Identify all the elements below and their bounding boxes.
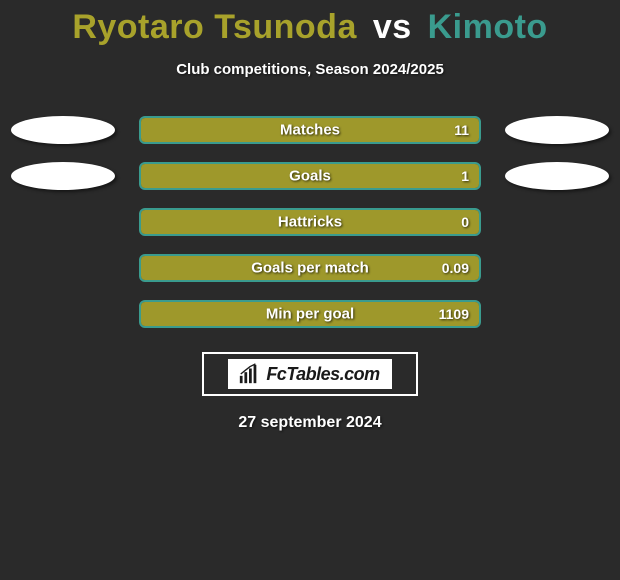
stat-label: Goals per match	[251, 260, 369, 277]
brand-inner: FcTables.com	[228, 359, 391, 389]
stat-bar: Goals 1	[139, 162, 481, 190]
comparison-title: Ryotaro Tsunoda vs Kimoto	[0, 8, 620, 47]
stat-bar: Min per goal 1109	[139, 300, 481, 328]
chart-icon	[238, 363, 260, 385]
stat-label: Min per goal	[266, 306, 354, 323]
stat-value: 0	[461, 214, 469, 230]
stat-row: Goals 1	[0, 162, 620, 190]
player1-name: Ryotaro Tsunoda	[72, 8, 357, 46]
stats-list: Matches 11 Goals 1 Hattricks 0 Goals per match…	[0, 116, 620, 328]
left-ellipse	[11, 162, 115, 190]
brand-text: FcTables.com	[264, 364, 381, 385]
stat-value: 1109	[439, 306, 469, 322]
stat-row: Matches 11	[0, 116, 620, 144]
subtitle: Club competitions, Season 2024/2025	[0, 61, 620, 78]
stat-row: Min per goal 1109	[0, 300, 620, 328]
stat-label: Goals	[289, 168, 331, 185]
stat-row: Hattricks 0	[0, 208, 620, 236]
vs-label: vs	[373, 8, 412, 46]
stat-value: 11	[454, 122, 469, 138]
player2-name: Kimoto	[428, 8, 548, 46]
stat-bar: Matches 11	[139, 116, 481, 144]
right-ellipse	[505, 116, 609, 144]
right-ellipse	[505, 162, 609, 190]
stat-label: Hattricks	[278, 214, 342, 231]
stat-value: 0.09	[442, 260, 469, 276]
date-label: 27 september 2024	[0, 414, 620, 432]
stat-bar: Goals per match 0.09	[139, 254, 481, 282]
brand-box: FcTables.com	[202, 352, 418, 396]
stat-row: Goals per match 0.09	[0, 254, 620, 282]
stat-label: Matches	[280, 122, 340, 139]
left-ellipse	[11, 116, 115, 144]
stat-value: 1	[461, 168, 469, 184]
stat-bar: Hattricks 0	[139, 208, 481, 236]
